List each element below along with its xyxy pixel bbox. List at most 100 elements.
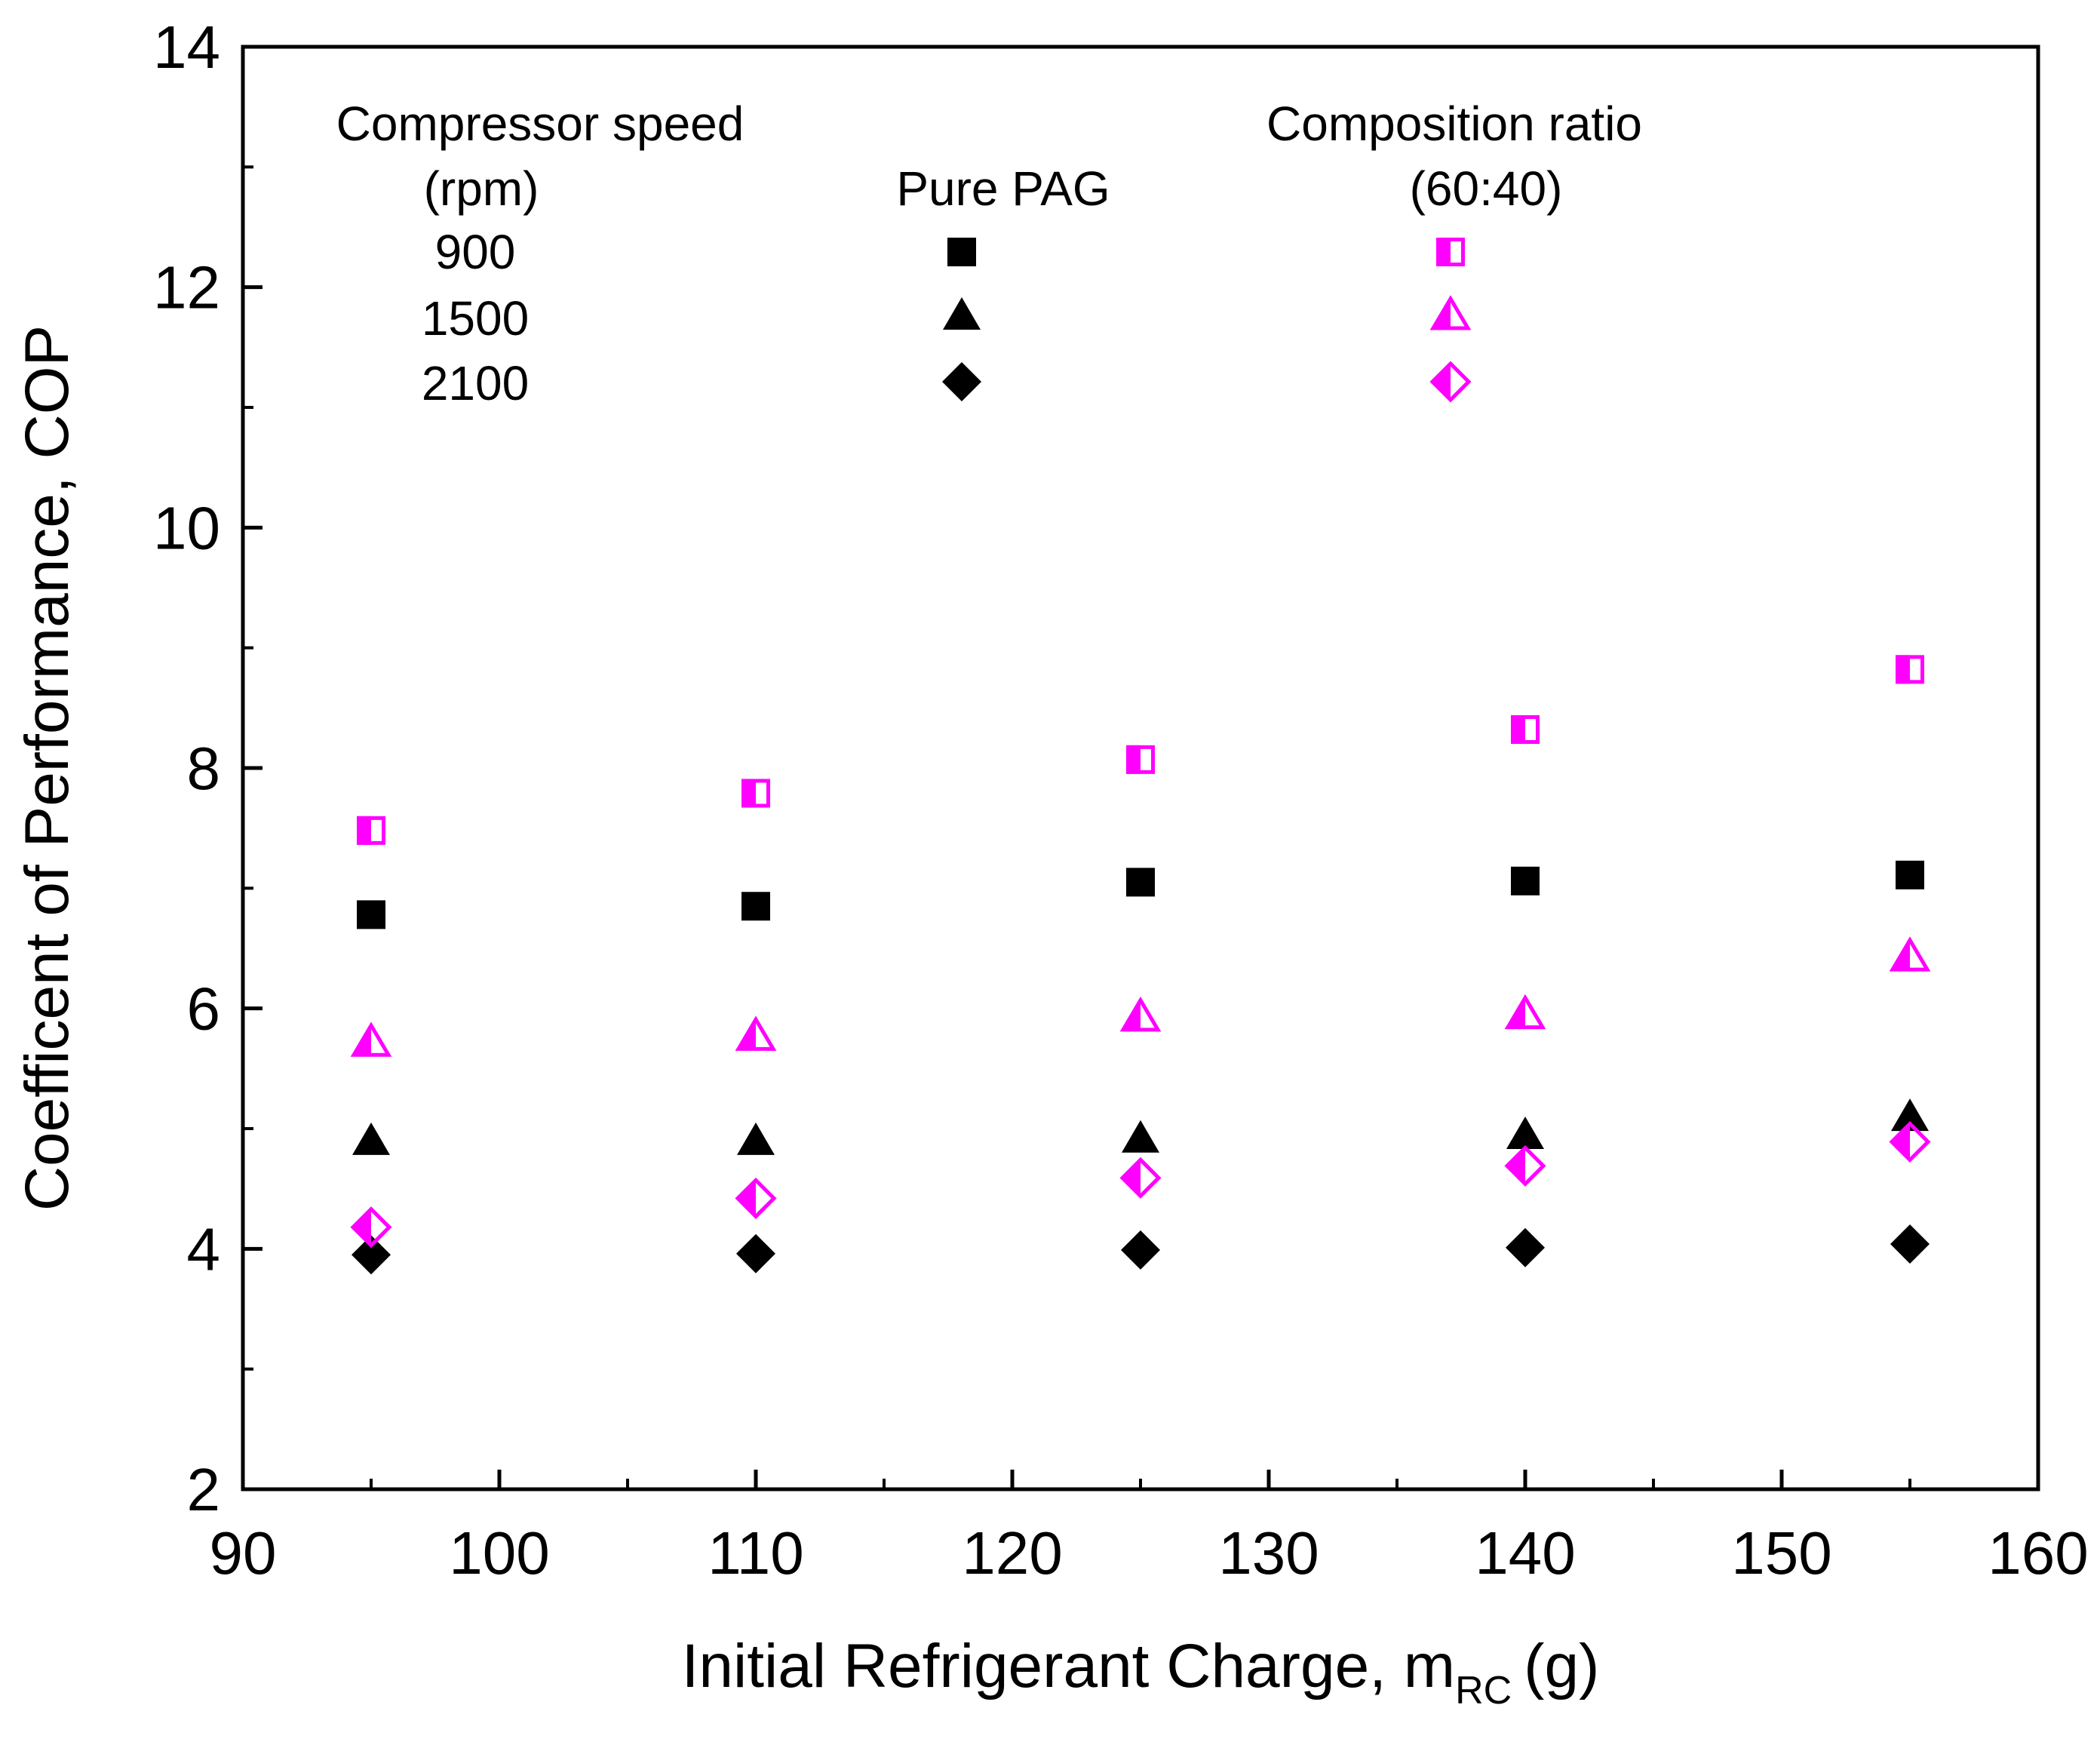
data-point-square: [1896, 860, 1924, 889]
legend-marker-triangle: [943, 297, 981, 330]
diamond-half-fill: [1506, 1146, 1525, 1186]
data-point-diamond-half: [1119, 1157, 1162, 1199]
x-tick-label: 130: [1218, 1519, 1319, 1587]
data-point-triangle-half: [1504, 994, 1546, 1030]
diamond-half-outline: [1429, 361, 1472, 403]
x-axis-title-unit: (g): [1524, 1632, 1599, 1700]
diamond-half-outline: [1889, 1120, 1931, 1163]
y-tick-label: 12: [153, 254, 220, 321]
data-point-diamond: [352, 1235, 391, 1275]
diamond-half-outline: [1504, 1144, 1546, 1187]
y-tick-label: 4: [187, 1215, 221, 1283]
diamond-marker: [1506, 1227, 1545, 1267]
data-point-diamond: [736, 1233, 775, 1273]
data-point-square-half: [1896, 655, 1924, 684]
triangle-marker: [352, 1122, 390, 1155]
x-tick-label: 90: [210, 1519, 277, 1587]
legend-marker-diamond: [942, 362, 981, 401]
data-point-triangle-half: [735, 1015, 777, 1051]
diamond-half-fill: [1890, 1122, 1910, 1162]
square-half-outline: [1896, 655, 1924, 684]
x-axis-title-subscript: RC: [1455, 1669, 1512, 1713]
data-point-diamond-half: [1889, 1120, 1931, 1163]
triangle-marker: [737, 1122, 775, 1155]
square-marker: [1511, 866, 1540, 896]
diamond-marker: [942, 362, 981, 401]
diamond-half-fill: [736, 1178, 756, 1218]
legend-speed-1500: 1500: [422, 291, 529, 346]
data-point-diamond-half: [735, 1177, 777, 1219]
legend-speed-900: 900: [435, 225, 516, 279]
legend-speed-header-line2: (rpm): [424, 161, 539, 216]
data-point-diamond-half: [1504, 1144, 1546, 1187]
diamond-half-fill: [352, 1207, 371, 1247]
data-point-triangle: [1506, 1116, 1544, 1149]
triangle-marker: [1122, 1120, 1159, 1153]
y-tick-label: 14: [153, 14, 220, 81]
data-point-triangle-half: [1889, 936, 1931, 972]
legend-composition-header-line2: (60:40): [1410, 161, 1563, 216]
data-point-square-half: [1126, 745, 1155, 774]
data-points: [350, 655, 1931, 1275]
y-tick-label: 8: [187, 735, 221, 802]
y-tick-label: 10: [153, 494, 220, 561]
square-half-outline: [1126, 745, 1155, 774]
data-point-square: [1126, 868, 1155, 897]
legend-markers: [942, 238, 1472, 403]
axis-ticks: [241, 45, 2040, 1492]
data-point-diamond: [1121, 1230, 1160, 1270]
data-point-diamond-half: [350, 1206, 392, 1249]
square-half-outline: [741, 779, 770, 808]
square-marker: [357, 900, 385, 929]
y-axis-title: Coefficent of Performance, COP: [13, 325, 81, 1211]
square-half-outline: [1511, 715, 1540, 745]
y-tick-label: 6: [187, 975, 221, 1043]
data-point-square-half: [357, 816, 385, 845]
legend: Compressor speed (rpm) Pure PAG Composit…: [336, 97, 1642, 410]
data-point-diamond: [1506, 1227, 1545, 1267]
legend-composition-header-line1: Composition ratio: [1266, 97, 1642, 151]
legend-speed-2100: 2100: [422, 356, 529, 410]
legend-marker-triangle-half: [1429, 295, 1472, 330]
triangle-half-outline: [735, 1015, 777, 1051]
triangle-marker: [1506, 1116, 1544, 1149]
x-tick-label: 140: [1475, 1519, 1575, 1587]
data-point-triangle: [352, 1122, 390, 1155]
data-point-diamond: [1890, 1224, 1930, 1264]
axis-tick-labels: 90 100 110 120 130 140 150 160 2 4 6 8 10 12 14: [153, 14, 2089, 1587]
data-point-triangle: [1891, 1098, 1929, 1132]
data-point-triangle-half: [1119, 996, 1162, 1032]
data-point-square: [357, 900, 385, 929]
data-point-triangle: [1122, 1120, 1159, 1153]
data-point-square: [1511, 866, 1540, 896]
x-tick-label: 100: [449, 1519, 549, 1587]
square-marker: [1126, 868, 1155, 897]
diamond-half-outline: [350, 1206, 392, 1249]
square-half-outline: [1436, 238, 1465, 266]
diamond-marker: [352, 1235, 391, 1275]
x-tick-label: 110: [708, 1519, 804, 1587]
triangle-half-outline: [350, 1022, 392, 1057]
data-point-triangle-half: [350, 1022, 392, 1057]
diamond-half-fill: [1121, 1158, 1141, 1198]
legend-pure-header: Pure PAG: [896, 161, 1110, 216]
data-point-square: [741, 892, 770, 921]
triangle-half-outline: [1119, 996, 1162, 1032]
square-marker: [741, 892, 770, 921]
x-tick-label: 150: [1731, 1519, 1831, 1587]
x-axis-title: Initial Refrigerant Charge, mRC (g): [682, 1632, 1600, 1713]
legend-marker-square: [947, 238, 976, 266]
y-tick-label: 2: [187, 1456, 221, 1523]
data-point-square-half: [1511, 715, 1540, 745]
diamond-marker: [1121, 1230, 1160, 1270]
triangle-marker: [1891, 1098, 1929, 1132]
x-axis-title-main: Initial Refrigerant Charge, m: [682, 1632, 1455, 1700]
data-point-triangle: [737, 1122, 775, 1155]
diamond-marker: [1890, 1224, 1930, 1264]
square-half-outline: [357, 816, 385, 845]
diamond-half-fill: [1431, 362, 1451, 401]
square-marker: [1896, 860, 1924, 889]
square-marker: [947, 238, 976, 266]
triangle-half-outline: [1429, 295, 1472, 330]
